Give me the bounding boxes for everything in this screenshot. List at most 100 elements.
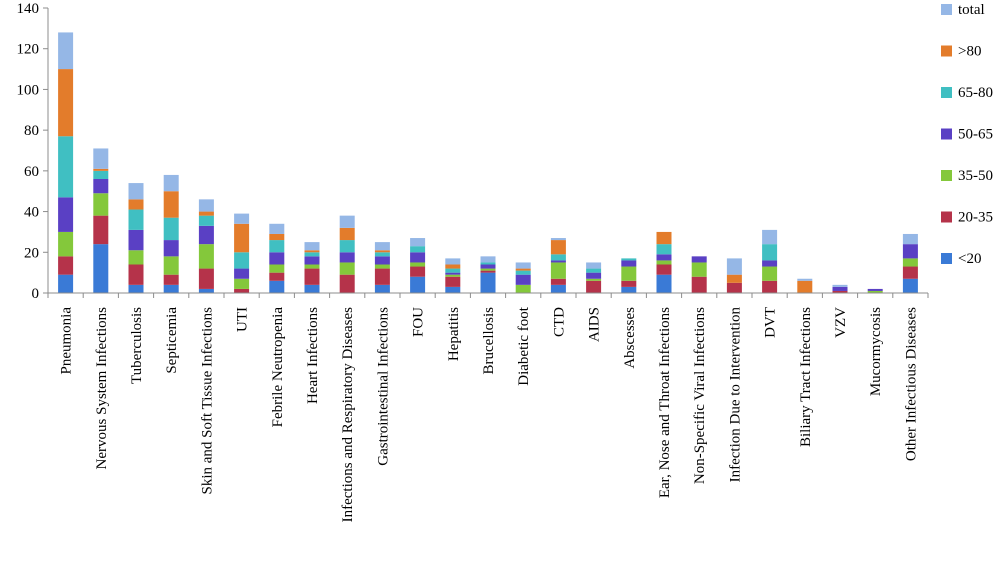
bar-segment	[163, 217, 179, 241]
bar-segment	[621, 286, 637, 293]
bar-segment	[269, 264, 285, 273]
bar-segment	[93, 170, 109, 179]
bar-segment	[586, 268, 602, 273]
x-tick-label: Brucellosis	[481, 307, 497, 375]
legend-swatch	[941, 170, 952, 181]
legend-label: 50-65	[958, 127, 993, 143]
bar-segment	[339, 274, 355, 293]
bar-segment	[797, 278, 813, 281]
legend-label: 35-50	[958, 168, 993, 184]
bar-segment	[832, 284, 848, 287]
bar-segment	[93, 244, 109, 293]
bar-segment	[726, 258, 742, 275]
x-tick-label: Mucormycosis	[868, 307, 884, 396]
bar-segment	[269, 233, 285, 241]
bar-segment	[269, 240, 285, 253]
bar-segment	[621, 266, 637, 281]
bar-segment	[550, 260, 566, 263]
x-tick-label: Biliary Tract Infections	[798, 307, 814, 447]
bar-segment	[480, 262, 496, 265]
bar-segment	[339, 252, 355, 263]
bar-segment	[445, 264, 461, 269]
legend-swatch	[941, 87, 952, 98]
x-tick-label: VZV	[833, 307, 849, 338]
bar-segment	[93, 215, 109, 245]
x-tick-label: Non-Specific Viral Infections	[692, 307, 708, 484]
bar-segment	[58, 231, 74, 257]
bar-segment	[339, 215, 355, 228]
bar-segment	[128, 209, 144, 230]
bar-segment	[726, 282, 742, 293]
bar-segment	[128, 250, 144, 265]
x-tick-label: Nervous System Infections	[94, 307, 110, 470]
legend-label: <20	[958, 251, 981, 267]
x-tick-label: Infections and Respiratory Diseases	[340, 307, 356, 523]
bar-segment	[234, 288, 250, 293]
bar-segment	[515, 268, 531, 271]
x-tick-label: Other Infectious Diseases	[903, 307, 919, 461]
bar-segment	[480, 268, 496, 271]
bar-segment	[304, 264, 320, 269]
bar-segment	[480, 264, 496, 269]
bar-segment	[586, 280, 602, 293]
bar-segment	[656, 244, 672, 255]
bar-segment	[374, 284, 390, 293]
bar-segment	[304, 242, 320, 251]
bar-segment	[797, 280, 813, 293]
bar-segment	[93, 168, 109, 171]
bar-segment	[198, 288, 214, 293]
bar-segment	[163, 240, 179, 257]
x-tick-label: DVT	[763, 307, 779, 338]
x-tick-label: AIDS	[587, 307, 603, 342]
bar-segment	[163, 274, 179, 285]
bar-segment	[515, 284, 531, 293]
x-tick-label: Pneumonia	[59, 307, 75, 375]
bar-segment	[726, 274, 742, 283]
legend-swatch	[941, 211, 952, 223]
bar-segment	[550, 240, 566, 255]
bar-segment	[656, 274, 672, 293]
bar-segment	[515, 274, 531, 285]
bar-segment	[128, 284, 144, 293]
x-tick-label: UTI	[235, 307, 251, 332]
bar-segment	[304, 252, 320, 257]
bar-segment	[480, 272, 496, 293]
bar-segment	[902, 233, 918, 245]
bar-segment	[374, 252, 390, 257]
bar-segment	[339, 240, 355, 253]
bar-segment	[163, 256, 179, 275]
bar-segment	[58, 274, 74, 293]
bar-segment	[762, 266, 778, 281]
bar-segment	[93, 179, 109, 194]
bar-segment	[762, 280, 778, 293]
bar-segment	[445, 258, 461, 265]
bar-segment	[234, 252, 250, 269]
bar-segment	[269, 252, 285, 265]
bar-segment	[691, 262, 707, 277]
bar-segment	[832, 290, 848, 293]
y-tick-label: 120	[17, 42, 40, 58]
bar-segment	[515, 270, 531, 275]
bar-segment	[621, 258, 637, 261]
x-tick-label: FOU	[411, 307, 427, 337]
bar-segment	[621, 260, 637, 267]
bar-segment	[234, 278, 250, 289]
bar-segment	[339, 262, 355, 275]
bar-segment	[586, 278, 602, 281]
bar-segment	[480, 270, 496, 273]
bar-segment	[234, 268, 250, 279]
bar-segment	[198, 244, 214, 269]
bar-segment	[656, 264, 672, 275]
bar-segment	[691, 276, 707, 293]
bar-segment	[550, 238, 566, 241]
legend-label: total	[958, 2, 985, 18]
legend-label: >80	[958, 44, 981, 60]
legend-label: 20-35	[958, 210, 993, 226]
bar-segment	[163, 191, 179, 218]
bar-segment	[867, 288, 883, 291]
bar-segment	[58, 32, 74, 70]
bar-segment	[374, 242, 390, 251]
x-tick-label: Skin and Soft Tissue Infections	[199, 307, 215, 495]
bar-segment	[198, 268, 214, 289]
